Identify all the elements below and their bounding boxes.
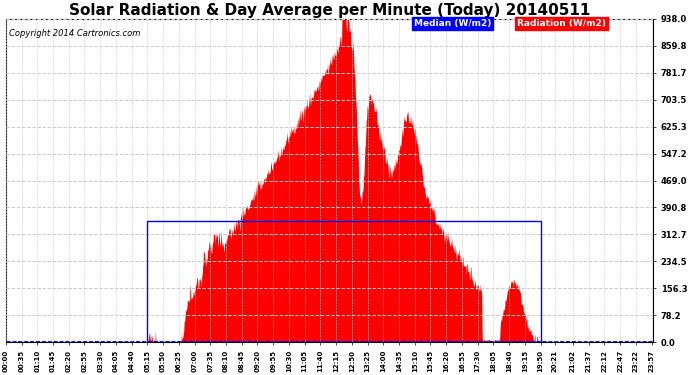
Bar — [148, 221, 540, 342]
Text: Median (W/m2): Median (W/m2) — [413, 19, 491, 28]
Text: Radiation (W/m2): Radiation (W/m2) — [517, 19, 606, 28]
Text: Copyright 2014 Cartronics.com: Copyright 2014 Cartronics.com — [9, 28, 140, 38]
Title: Solar Radiation & Day Average per Minute (Today) 20140511: Solar Radiation & Day Average per Minute… — [69, 3, 590, 18]
